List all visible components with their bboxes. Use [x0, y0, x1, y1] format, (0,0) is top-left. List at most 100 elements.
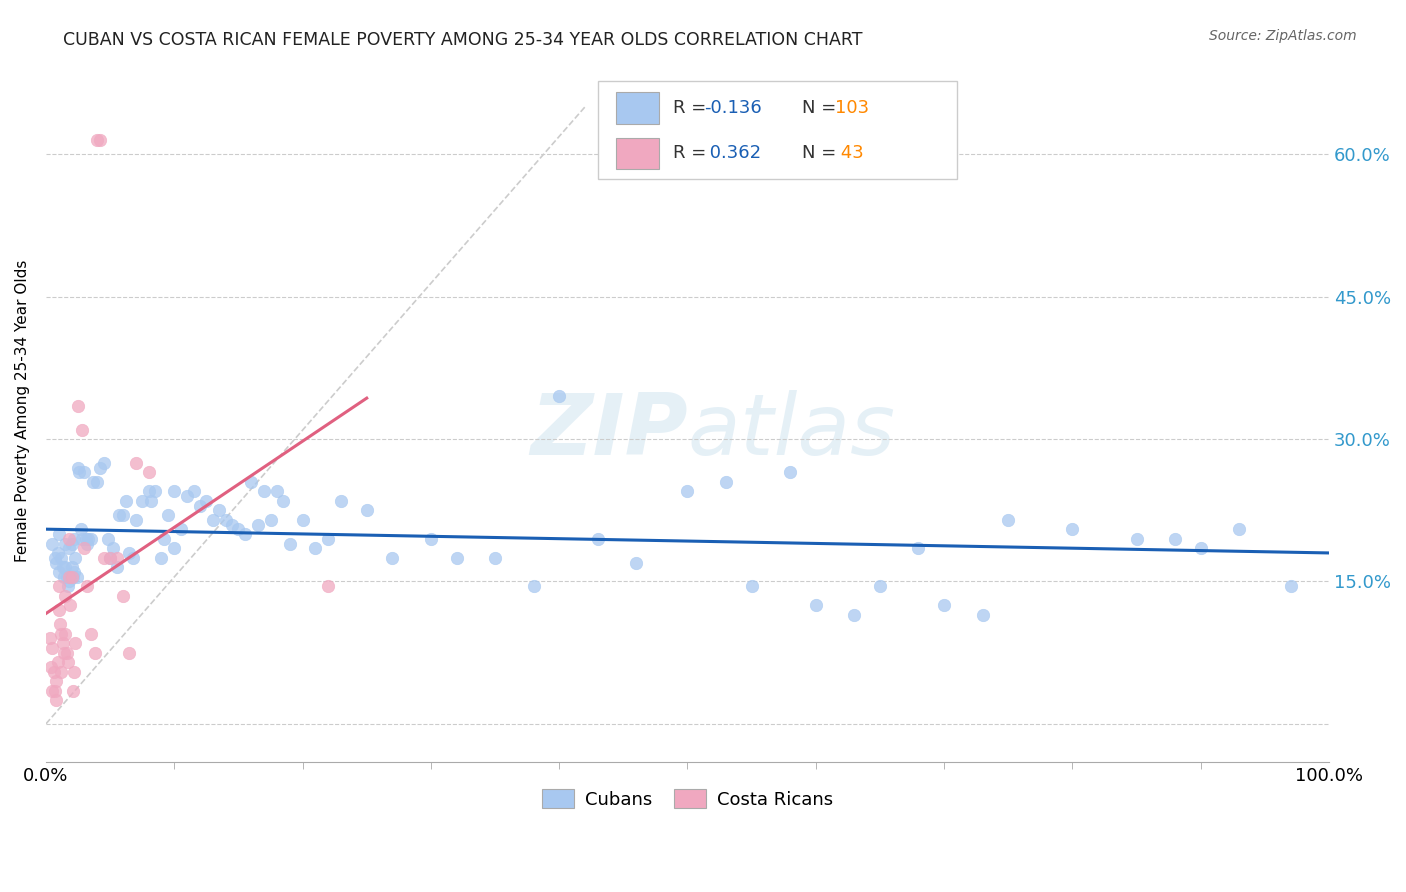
Point [80, 532, 103, 546]
Point [278, 536, 301, 550]
Point [76, 579, 98, 593]
Point [86, 475, 108, 489]
Point [1279, 579, 1302, 593]
Point [59, 570, 82, 584]
Point [42, 665, 65, 679]
Point [522, 579, 544, 593]
Point [273, 493, 295, 508]
Text: 103: 103 [835, 99, 869, 117]
Point [997, 513, 1019, 527]
Point [82, 475, 104, 489]
Text: -0.136: -0.136 [703, 99, 762, 117]
Point [111, 589, 134, 603]
Point [259, 513, 281, 527]
Point [676, 484, 699, 499]
Point [53, 626, 76, 640]
Point [125, 513, 148, 527]
Point [101, 541, 124, 556]
Point [77, 532, 100, 546]
Point [52, 560, 75, 574]
Point [122, 550, 145, 565]
Point [89, 460, 111, 475]
Point [105, 550, 128, 565]
Point [41, 640, 63, 655]
Point [907, 541, 929, 556]
Point [58, 541, 80, 556]
FancyBboxPatch shape [616, 137, 659, 169]
Point [45, 556, 67, 570]
Point [51, 626, 73, 640]
Point [233, 527, 256, 541]
Point [62, 570, 84, 584]
Point [96, 532, 118, 546]
Text: N =: N = [803, 99, 842, 117]
Point [93, 550, 115, 565]
Point [125, 456, 148, 470]
Point [58, 532, 80, 546]
Point [138, 466, 160, 480]
Point [46, 655, 69, 669]
Text: Source: ZipAtlas.com: Source: ZipAtlas.com [1209, 29, 1357, 43]
Point [118, 546, 141, 560]
FancyBboxPatch shape [598, 80, 957, 179]
Point [330, 493, 353, 508]
Point [253, 484, 276, 499]
Point [51, 665, 73, 679]
Point [56, 579, 79, 593]
Point [52, 570, 75, 584]
Point [55, 646, 77, 660]
Point [83, 646, 105, 660]
Point [548, 389, 571, 403]
Point [55, 570, 77, 584]
Point [66, 570, 89, 584]
Point [44, 550, 66, 565]
Point [56, 655, 79, 669]
Point [381, 550, 404, 565]
Point [972, 607, 994, 622]
Point [844, 607, 866, 622]
Point [266, 484, 288, 499]
Point [53, 536, 76, 550]
Point [316, 532, 339, 546]
Point [150, 550, 173, 565]
Point [1125, 532, 1147, 546]
Point [932, 598, 955, 612]
Point [58, 570, 80, 584]
Point [70, 423, 93, 437]
Point [62, 683, 84, 698]
Point [131, 493, 153, 508]
Point [153, 532, 176, 546]
Text: N =: N = [803, 145, 842, 162]
Point [49, 617, 72, 632]
Point [143, 484, 166, 499]
Point [1227, 522, 1250, 536]
Point [45, 693, 67, 707]
Point [53, 560, 76, 574]
Y-axis label: Female Poverty Among 25-34 Year Olds: Female Poverty Among 25-34 Year Olds [15, 260, 30, 562]
Point [176, 489, 198, 503]
Point [48, 527, 70, 541]
Point [741, 579, 763, 593]
Point [586, 532, 609, 546]
Point [163, 484, 186, 499]
Point [48, 603, 70, 617]
Point [39, 660, 62, 674]
Point [63, 665, 86, 679]
Point [111, 508, 134, 522]
Point [58, 574, 80, 589]
Point [188, 499, 211, 513]
Text: CUBAN VS COSTA RICAN FEMALE POVERTY AMONG 25-34 YEAR OLDS CORRELATION CHART: CUBAN VS COSTA RICAN FEMALE POVERTY AMON… [63, 31, 863, 49]
Point [80, 626, 103, 640]
Point [138, 484, 160, 499]
Text: 0.362: 0.362 [703, 145, 761, 162]
Point [46, 546, 69, 560]
Point [246, 517, 269, 532]
Point [52, 646, 75, 660]
Point [201, 513, 224, 527]
Point [1164, 532, 1187, 546]
Point [156, 508, 179, 522]
Point [214, 513, 236, 527]
Point [60, 560, 83, 574]
Point [98, 550, 121, 565]
Point [170, 522, 193, 536]
